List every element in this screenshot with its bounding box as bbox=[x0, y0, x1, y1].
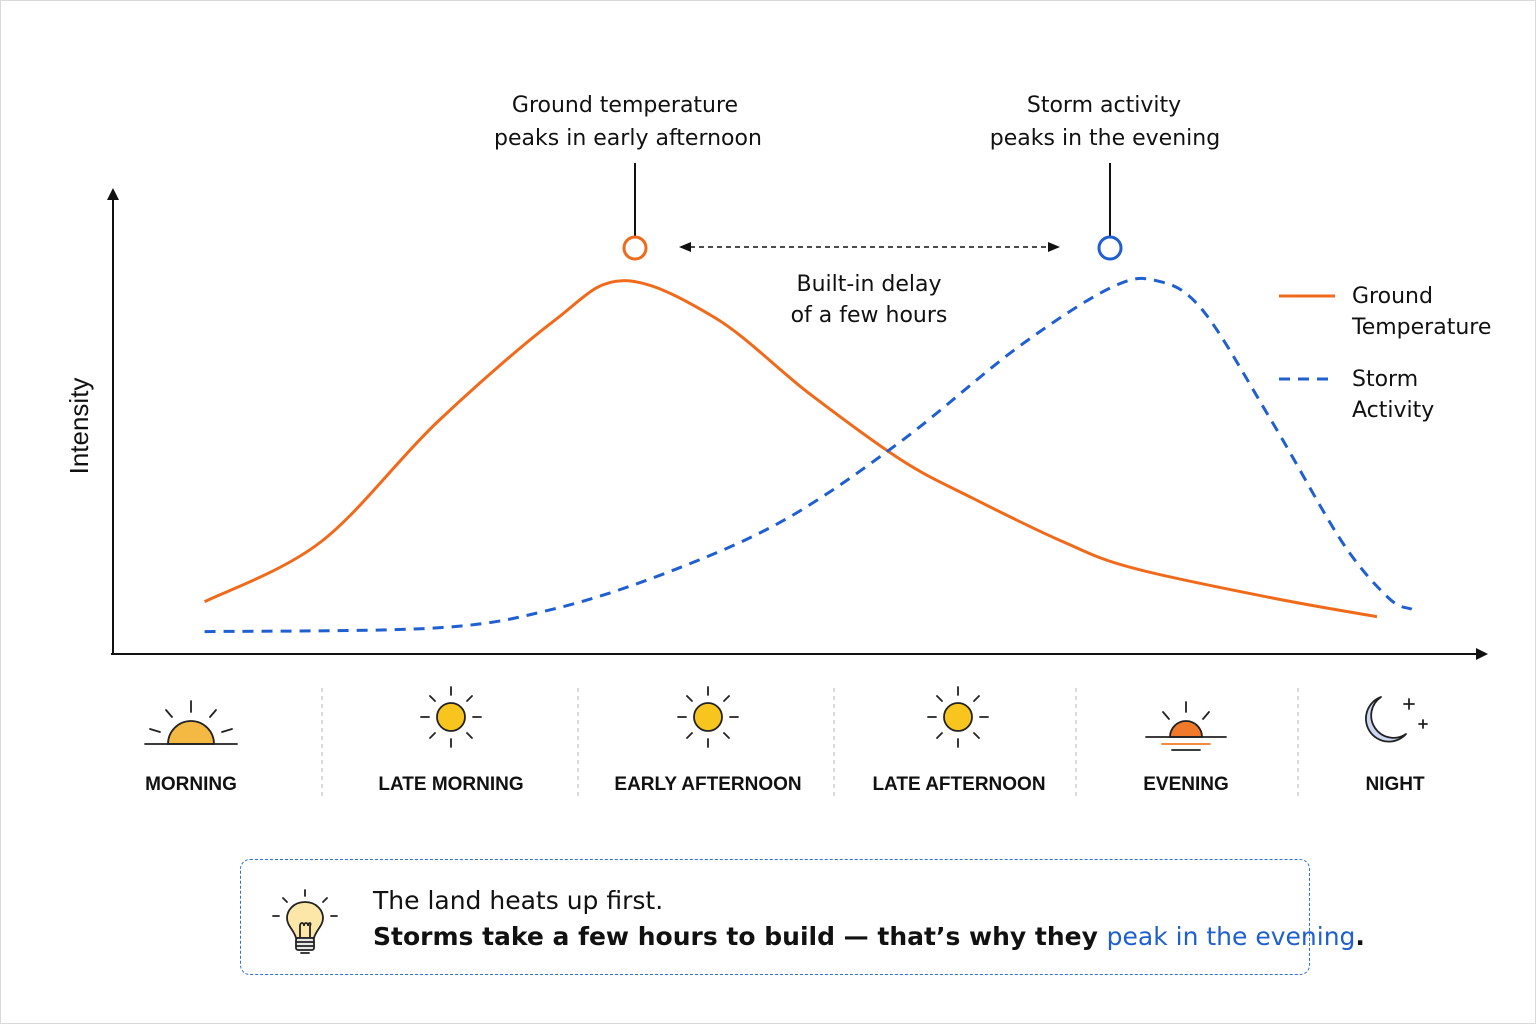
legend-temp-label-1: Ground bbox=[1352, 284, 1433, 309]
moon-icon bbox=[1365, 696, 1428, 743]
ground-temperature-line bbox=[203, 279, 1378, 619]
temp-peak-label-1: Ground temperature bbox=[512, 93, 738, 118]
callout-line-2: Storms take a few hours to build — that’… bbox=[373, 922, 1365, 951]
callout-line-1: The land heats up first. bbox=[373, 886, 664, 915]
time-label-night: NIGHT bbox=[1365, 774, 1425, 795]
callout-highlight: peak in the evening bbox=[1106, 922, 1356, 951]
delay-label-1: Built-in delay bbox=[797, 272, 942, 297]
y-axis-label: Intensity bbox=[64, 378, 94, 475]
delay-label-2: of a few hours bbox=[791, 303, 948, 328]
sun-icon bbox=[927, 686, 989, 748]
time-label-evening: EVENING bbox=[1143, 774, 1229, 795]
temp-peak-label-2: peaks in early afternoon bbox=[494, 126, 762, 151]
time-label-late-afternoon: LATE AFTERNOON bbox=[872, 774, 1045, 795]
insight-callout: The land heats up first. Storms take a f… bbox=[240, 859, 1365, 975]
legend-temp-label-2: Temperature bbox=[1351, 315, 1491, 340]
time-label-late-morning: LATE MORNING bbox=[378, 774, 523, 795]
time-label-morning: MORNING bbox=[145, 774, 237, 795]
sun-icon bbox=[420, 686, 482, 748]
sun-icon bbox=[677, 686, 739, 748]
legend-storm-label-2: Activity bbox=[1352, 398, 1434, 423]
legend-storm-label-1: Storm bbox=[1352, 367, 1418, 392]
intensity-chart: Intensity Ground temperature peaks in ea… bbox=[64, 93, 1491, 797]
callout-line-2-strong: Storms take a few hours to build — that’… bbox=[373, 922, 1107, 951]
time-label-early-afternoon: EARLY AFTERNOON bbox=[614, 774, 801, 795]
callout-line-2-end: . bbox=[1355, 922, 1365, 951]
lightbulb-icon bbox=[272, 889, 338, 954]
time-separators bbox=[321, 688, 1299, 797]
legend: Ground Temperature Storm Activity bbox=[1279, 284, 1491, 423]
storm-peak-label-2: peaks in the evening bbox=[990, 126, 1220, 151]
temp-peak-marker bbox=[622, 235, 648, 261]
sunset-icon bbox=[1145, 701, 1227, 751]
storm-activity-line bbox=[204, 276, 1413, 634]
sunrise-icon bbox=[144, 700, 238, 745]
storm-peak-marker bbox=[1097, 235, 1123, 261]
storm-peak-label-1: Storm activity bbox=[1027, 93, 1181, 118]
